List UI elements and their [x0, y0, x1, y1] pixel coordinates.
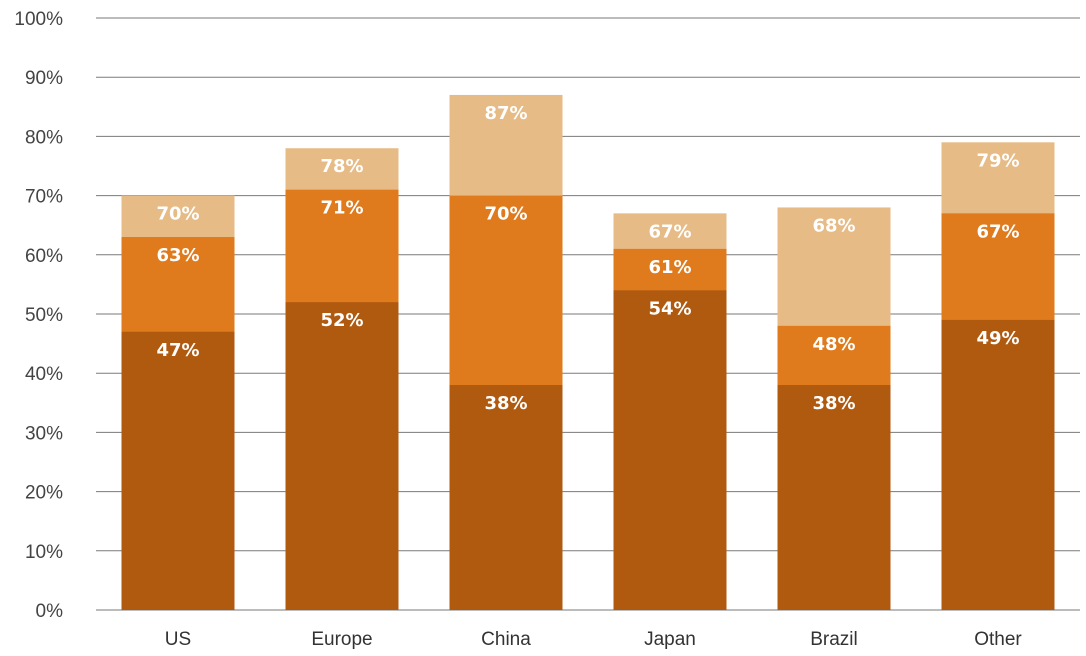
x-category-label: Europe — [311, 629, 372, 650]
y-tick-label: 40% — [25, 364, 63, 385]
data-label: 49% — [976, 328, 1019, 349]
data-label: 63% — [156, 245, 199, 266]
data-label: 87% — [484, 103, 527, 124]
bar-segment — [121, 331, 235, 610]
y-tick-label: 50% — [25, 305, 63, 326]
data-label: 47% — [156, 340, 199, 361]
bar-segment — [449, 385, 563, 610]
y-tick-label: 80% — [25, 127, 63, 148]
data-label: 70% — [156, 204, 199, 225]
y-tick-label: 70% — [25, 187, 63, 208]
x-category-label: Japan — [644, 629, 696, 650]
y-tick-label: 0% — [36, 601, 64, 622]
y-tick-label: 10% — [25, 542, 63, 563]
data-label: 48% — [812, 334, 855, 355]
y-tick-label: 100% — [14, 9, 63, 30]
y-tick-label: 60% — [25, 246, 63, 267]
data-label: 68% — [812, 215, 855, 236]
data-label: 61% — [648, 257, 691, 278]
y-tick-label: 90% — [25, 68, 63, 89]
data-label: 78% — [320, 156, 363, 177]
data-label: 67% — [976, 221, 1019, 242]
data-label: 38% — [812, 393, 855, 414]
y-tick-label: 20% — [25, 483, 63, 504]
bar-segment — [613, 290, 727, 610]
x-category-label: Other — [974, 629, 1022, 650]
x-category-label: China — [481, 629, 531, 650]
data-label: 67% — [648, 221, 691, 242]
bar-segment — [941, 319, 1055, 610]
data-label: 52% — [320, 310, 363, 331]
data-label: 38% — [484, 393, 527, 414]
data-label: 54% — [648, 298, 691, 319]
bar-segment — [777, 385, 891, 610]
bar-segment — [285, 302, 399, 610]
data-label: 71% — [320, 198, 363, 219]
x-category-label: US — [165, 629, 191, 650]
data-label: 79% — [976, 150, 1019, 171]
y-tick-label: 30% — [25, 423, 63, 444]
x-category-label: Brazil — [810, 629, 858, 650]
data-label: 70% — [484, 204, 527, 225]
